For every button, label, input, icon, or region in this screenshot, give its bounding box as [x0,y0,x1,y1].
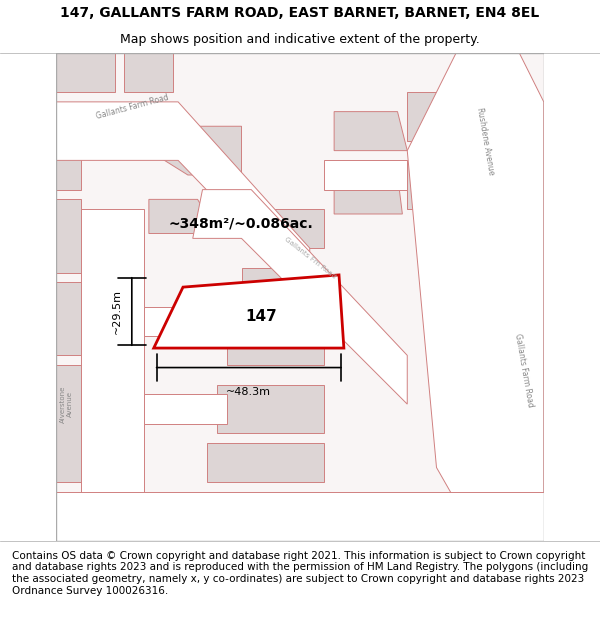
Text: Gallants Fm Road: Gallants Fm Road [283,236,337,279]
Polygon shape [56,102,80,189]
Polygon shape [149,199,217,234]
Text: ~29.5m: ~29.5m [112,289,122,334]
Polygon shape [144,394,227,424]
Text: Gallants Farm Road: Gallants Farm Road [514,332,535,408]
Polygon shape [193,189,407,404]
Polygon shape [149,126,241,175]
Text: 147: 147 [245,309,277,324]
Polygon shape [56,53,544,541]
Text: Map shows position and indicative extent of the property.: Map shows position and indicative extent… [120,33,480,46]
Text: Contains OS data © Crown copyright and database right 2021. This information is : Contains OS data © Crown copyright and d… [12,551,588,596]
Polygon shape [80,209,144,541]
Polygon shape [407,161,446,209]
Polygon shape [325,161,407,189]
Polygon shape [227,326,325,365]
Polygon shape [154,275,344,348]
Polygon shape [56,282,80,356]
Polygon shape [56,53,115,92]
Polygon shape [56,365,80,482]
Text: 147, GALLANTS FARM ROAD, EAST BARNET, BARNET, EN4 8EL: 147, GALLANTS FARM ROAD, EAST BARNET, BA… [61,6,539,20]
Polygon shape [334,175,403,214]
Polygon shape [208,443,325,482]
Polygon shape [334,112,407,151]
Text: Rushdene Avenue: Rushdene Avenue [475,106,496,176]
Polygon shape [241,268,325,307]
Polygon shape [56,199,80,272]
Polygon shape [407,53,544,541]
Text: ~48.3m: ~48.3m [226,387,271,397]
Text: ~348m²/~0.086ac.: ~348m²/~0.086ac. [169,217,313,231]
Polygon shape [144,307,241,336]
Polygon shape [56,492,544,541]
Polygon shape [56,102,310,297]
Polygon shape [217,384,325,433]
Text: Alverstone
Avenue: Alverstone Avenue [59,386,73,423]
Polygon shape [261,209,325,248]
Polygon shape [407,92,446,141]
Polygon shape [124,53,173,92]
Text: Gallants Farm Road: Gallants Farm Road [95,92,170,121]
